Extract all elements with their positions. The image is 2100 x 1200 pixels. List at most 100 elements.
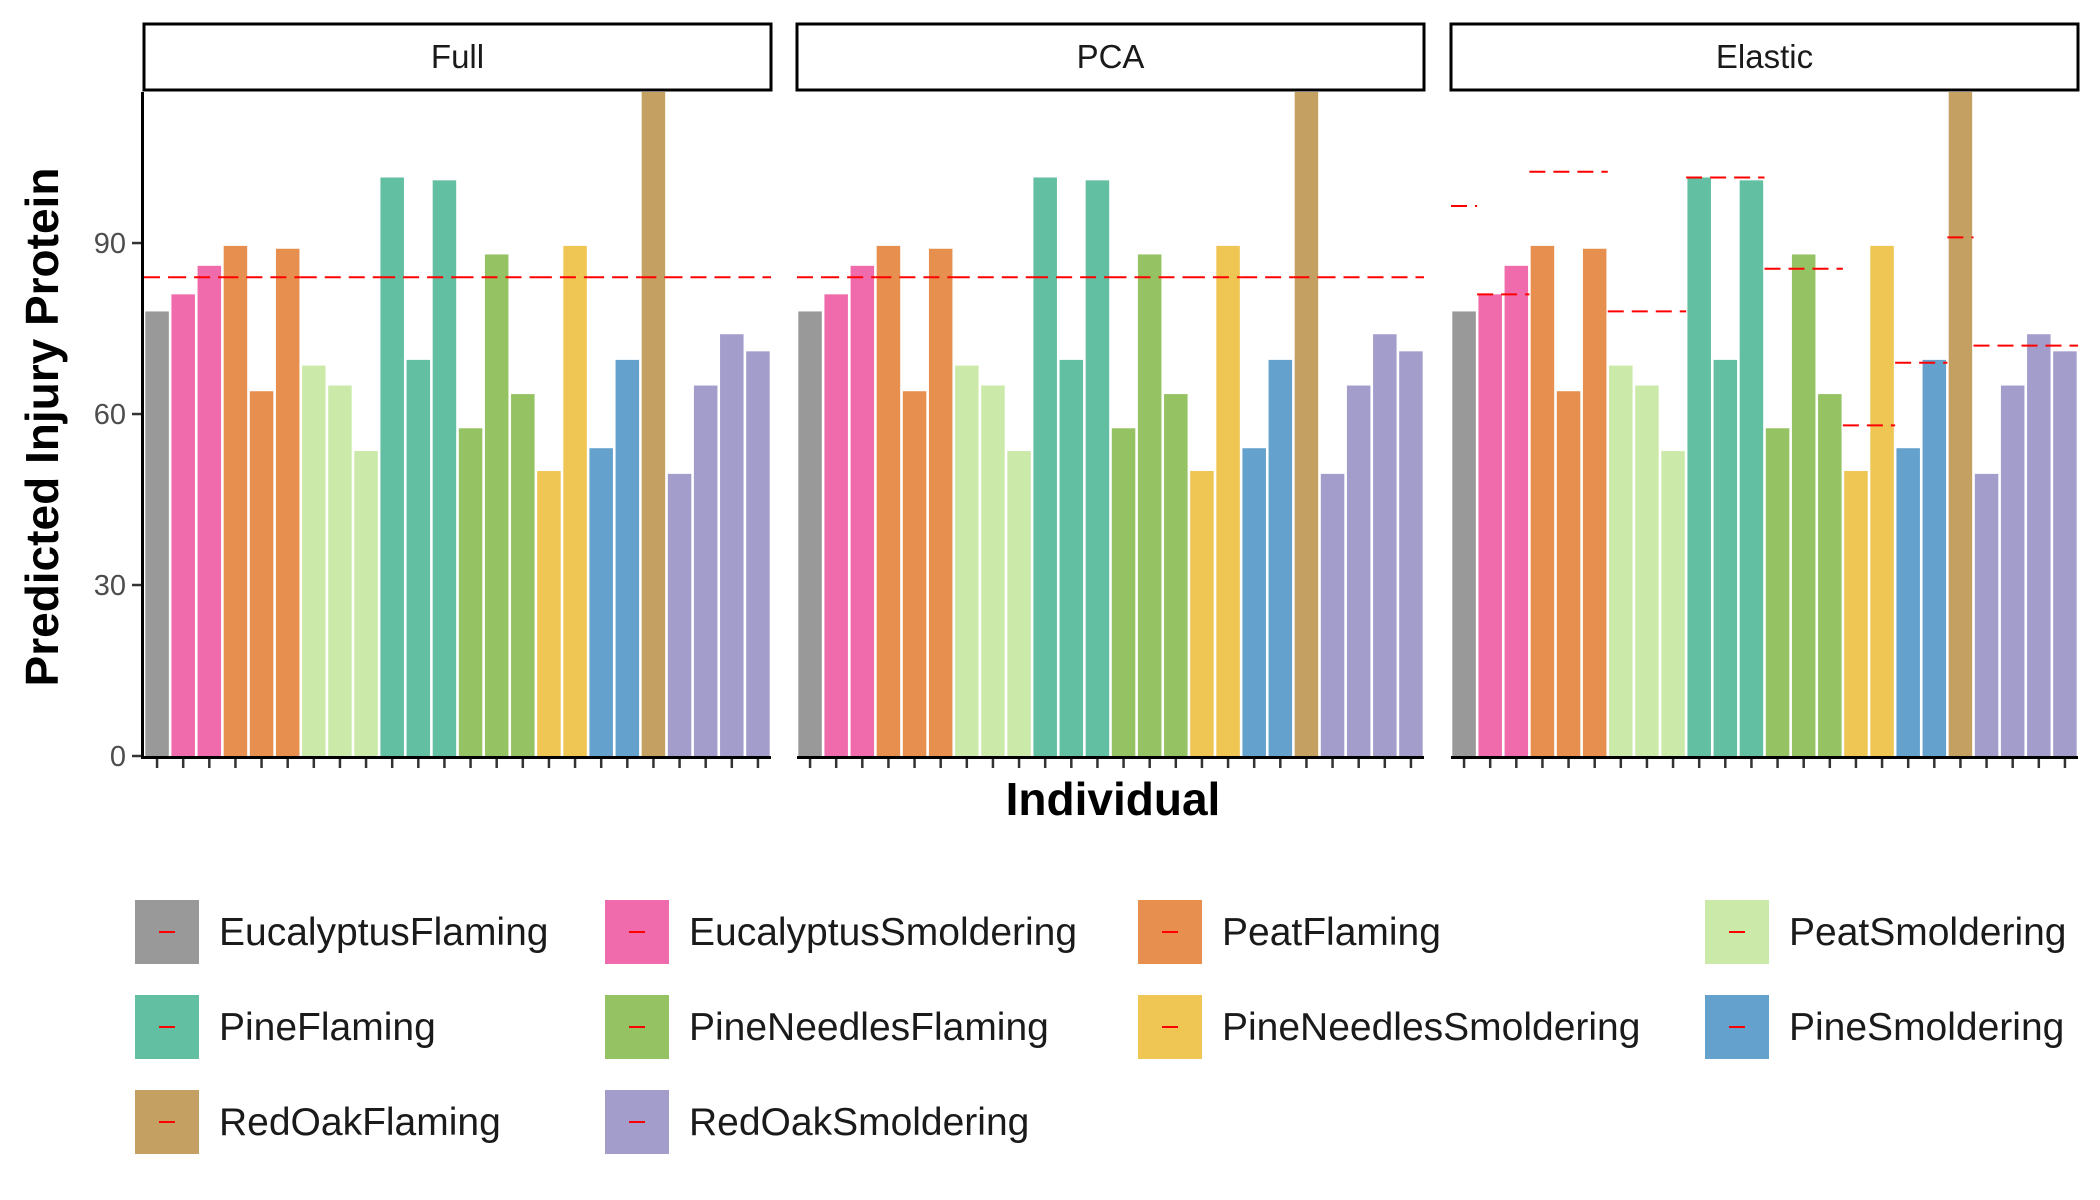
bar-pca-1 — [798, 311, 822, 756]
legend-label-redoakflaming: RedOakFlaming — [219, 1101, 501, 1144]
panel-elastic: Elastic — [1449, 22, 2080, 768]
bar-pca-14 — [1137, 254, 1162, 756]
bar-full-18 — [589, 448, 613, 756]
bar-full-4 — [223, 245, 248, 756]
bar-pca-6 — [928, 248, 953, 757]
legend-label-redoaksmoldering: RedOakSmoldering — [689, 1101, 1029, 1144]
bar-full-12 — [432, 180, 457, 757]
bar-pca-8 — [981, 385, 1005, 756]
bar-elastic-9 — [1661, 451, 1685, 756]
legend-label-peatflaming: PeatFlaming — [1222, 911, 1441, 954]
bar-pca-4 — [876, 245, 901, 756]
y-axis: 0 30 60 90 — [94, 92, 144, 773]
bar-elastic-21 — [1974, 473, 1999, 756]
legend-item-peatflaming: PeatFlaming — [1138, 900, 1441, 964]
bar-full-14 — [484, 254, 509, 756]
y-tick-label-30: 30 — [94, 570, 126, 602]
bar-elastic-18 — [1896, 448, 1920, 756]
y-tick-label-0: 0 — [110, 741, 126, 773]
legend-item-eucalyptusflaming: EucalyptusFlaming — [135, 900, 548, 964]
bar-elastic-11 — [1713, 359, 1738, 756]
bar-full-19 — [615, 359, 640, 756]
bar-elastic-3 — [1504, 265, 1529, 756]
bar-elastic-7 — [1609, 365, 1633, 756]
bar-full-13 — [458, 428, 483, 756]
legend: EucalyptusFlaming EucalyptusSmoldering Pea… — [135, 900, 2067, 1154]
bar-pca-13 — [1111, 428, 1136, 756]
legend-item-peatsmoldering: PeatSmoldering — [1705, 900, 2067, 964]
bar-full-2 — [171, 294, 195, 756]
bar-elastic-15 — [1818, 394, 1842, 756]
bar-full-5 — [249, 391, 274, 756]
strip-pca — [795, 22, 1426, 92]
bar-full-3 — [197, 265, 222, 756]
bar-elastic-16 — [1844, 471, 1868, 756]
bar-pca-10 — [1033, 177, 1057, 757]
bar-pca-20 — [1294, 92, 1319, 756]
bar-pca-18 — [1242, 448, 1266, 756]
bar-elastic-19 — [1922, 359, 1947, 756]
bar-full-23 — [720, 334, 744, 756]
bar-pca-23 — [1373, 334, 1397, 756]
bar-pca-24 — [1399, 351, 1423, 756]
legend-label-eucalyptusflaming: EucalyptusFlaming — [219, 911, 548, 954]
x-axis-title: Individual — [1006, 773, 1221, 825]
bar-elastic-17 — [1870, 245, 1894, 756]
bar-pca-9 — [1007, 451, 1031, 756]
y-axis-title: Predicted Injury Protein — [16, 168, 68, 687]
legend-item-pineneedlesflaming: PineNeedlesFlaming — [605, 995, 1049, 1059]
bar-elastic-20 — [1948, 92, 1973, 756]
bar-pca-15 — [1164, 394, 1188, 756]
bar-elastic-22 — [2000, 385, 2025, 756]
legend-item-pineflaming: PineFlaming — [135, 995, 436, 1059]
y-tick-label-60: 60 — [94, 399, 126, 431]
y-tick-label-90: 90 — [94, 228, 126, 260]
bar-pca-11 — [1059, 359, 1084, 756]
legend-label-pineflaming: PineFlaming — [219, 1006, 436, 1049]
legend-label-pineneedlesflaming: PineNeedlesFlaming — [689, 1006, 1049, 1049]
bar-pca-7 — [955, 365, 979, 756]
panel-full: Full — [142, 22, 773, 768]
bar-elastic-13 — [1765, 428, 1790, 756]
legend-label-peatsmoldering: PeatSmoldering — [1789, 911, 2067, 954]
bar-elastic-12 — [1739, 180, 1764, 757]
strip-full — [142, 22, 773, 92]
bar-pca-12 — [1085, 180, 1110, 757]
bar-elastic-23 — [2027, 334, 2051, 756]
bar-pca-21 — [1320, 473, 1345, 756]
bar-full-17 — [563, 245, 587, 756]
bar-full-1 — [145, 311, 169, 756]
legend-item-redoakflaming: RedOakFlaming — [135, 1090, 501, 1154]
bar-full-15 — [511, 394, 535, 756]
legend-item-pinesmoldering: PineSmoldering — [1705, 995, 2064, 1059]
bar-elastic-6 — [1582, 248, 1607, 757]
bar-pca-17 — [1216, 245, 1240, 756]
bar-full-11 — [406, 359, 431, 756]
bar-elastic-4 — [1530, 245, 1555, 756]
bar-full-10 — [380, 177, 404, 757]
legend-item-pineneedlessmoldering: PineNeedlesSmoldering — [1138, 995, 1640, 1059]
bar-full-24 — [746, 351, 770, 756]
bar-full-22 — [693, 385, 718, 756]
bar-full-6 — [275, 248, 300, 757]
bar-elastic-24 — [2053, 351, 2077, 756]
legend-label-pineneedlessmoldering: PineNeedlesSmoldering — [1222, 1006, 1640, 1049]
bar-full-20 — [641, 92, 666, 756]
bar-full-9 — [354, 451, 378, 756]
bar-elastic-5 — [1556, 391, 1581, 756]
legend-item-eucalyptussmoldering: EucalyptusSmoldering — [605, 900, 1077, 964]
strip-label-pca: PCA — [1077, 38, 1145, 75]
bar-pca-16 — [1190, 471, 1214, 756]
bar-pca-3 — [850, 265, 875, 756]
bar-elastic-2 — [1478, 294, 1502, 756]
bar-full-8 — [328, 385, 352, 756]
bar-full-7 — [302, 365, 326, 756]
bar-pca-5 — [902, 391, 927, 756]
bar-pca-2 — [824, 294, 848, 756]
bar-elastic-14 — [1791, 254, 1816, 756]
legend-label-eucalyptussmoldering: EucalyptusSmoldering — [689, 911, 1077, 954]
bar-elastic-1 — [1452, 311, 1476, 756]
legend-item-redoaksmoldering: RedOakSmoldering — [605, 1090, 1029, 1154]
strip-label-elastic: Elastic — [1716, 38, 1813, 75]
